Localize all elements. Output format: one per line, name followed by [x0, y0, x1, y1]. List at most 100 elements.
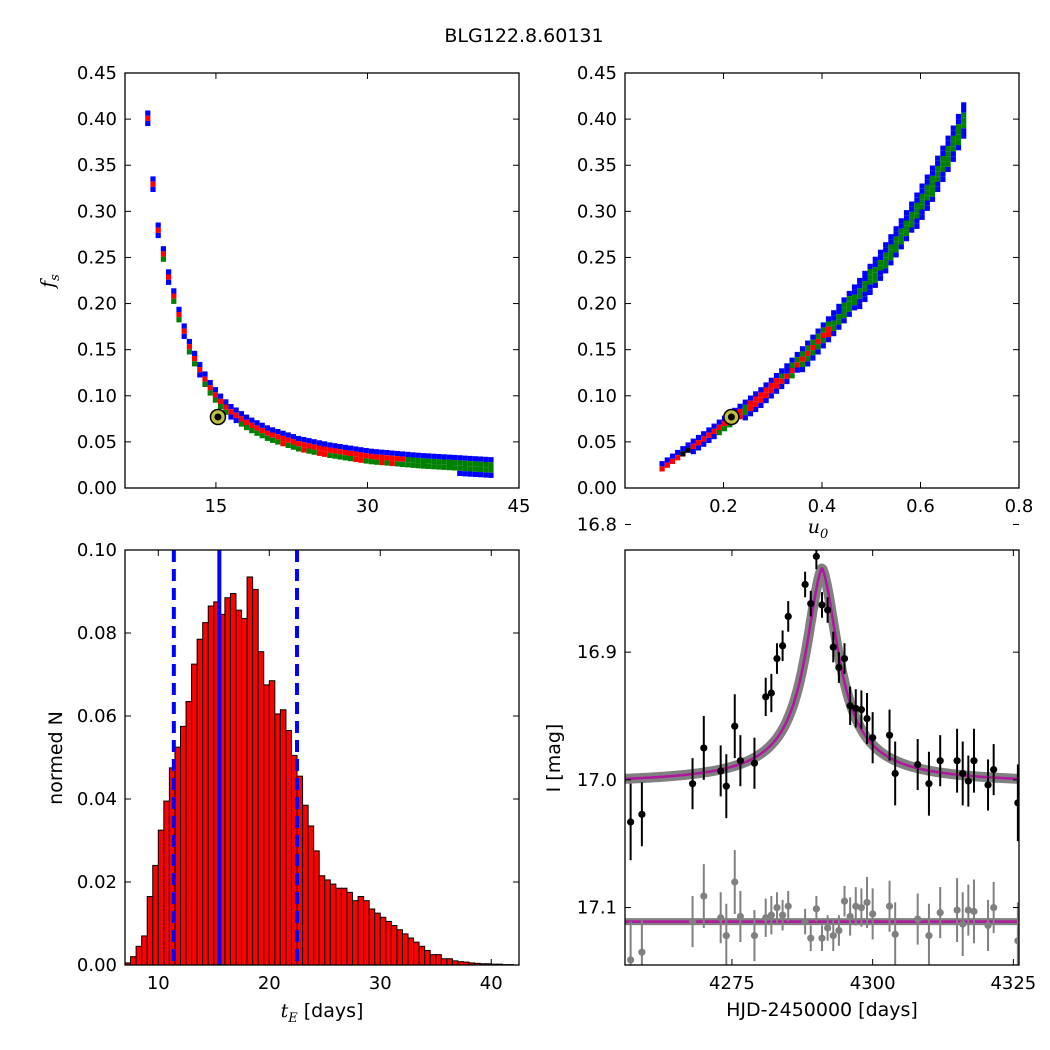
p1-cell: [452, 460, 458, 466]
p2-cell: [924, 190, 930, 196]
residual-point: [779, 911, 787, 919]
p2-cell: [664, 457, 670, 463]
p2-cell: [706, 432, 712, 438]
p2-cell: [836, 314, 842, 320]
residual-point: [801, 917, 809, 926]
p1-cell: [270, 427, 276, 433]
p2-cell: [789, 373, 795, 379]
p2-cell: [872, 272, 878, 278]
p1-cell: [332, 448, 338, 454]
p3-ytick-label: 0.04: [77, 789, 117, 810]
histogram-bar: [285, 730, 292, 966]
p2-ytick-label: 0.30: [577, 201, 617, 222]
data-point: [925, 780, 933, 788]
residual-point: [807, 934, 815, 942]
p3-xlabel: tE [days]: [281, 1000, 364, 1026]
p1-cell: [431, 464, 437, 470]
p2-cell: [815, 344, 821, 350]
p1-cell: [212, 397, 218, 403]
p2-cell: [935, 181, 941, 187]
p2-cell: [857, 283, 863, 289]
residual-point: [891, 930, 899, 938]
p2-cell: [799, 361, 806, 367]
p2-cell: [779, 378, 785, 384]
p1-ytick-label: 0.10: [77, 386, 117, 407]
p1-cell: [244, 419, 250, 425]
histogram-bar: [141, 935, 148, 966]
p2-cell: [784, 378, 790, 385]
histogram-bar: [368, 908, 376, 966]
p1-cell: [264, 425, 270, 431]
p1-cell: [301, 437, 307, 443]
p2-cell: [955, 124, 962, 130]
p1-cell: [478, 456, 484, 462]
p1-cell: [467, 466, 473, 472]
p2-cell: [909, 201, 915, 207]
residual-point: [840, 897, 849, 905]
p1-cell: [358, 452, 364, 458]
p1-cell: [374, 449, 380, 455]
p2-cell: [851, 294, 858, 300]
data-point: [1014, 799, 1019, 807]
histogram-bar: [363, 900, 370, 966]
p2-cell: [929, 170, 936, 176]
data-point: [936, 757, 944, 765]
p1-cell: [207, 380, 213, 386]
p2-cell: [768, 382, 774, 389]
p2-cell: [747, 395, 754, 401]
data-point: [891, 769, 899, 778]
data-point: [722, 782, 730, 790]
p2-cell: [893, 241, 899, 247]
data-point: [840, 654, 849, 663]
p4-xtick-label: 4275: [709, 973, 755, 994]
p2-cell: [903, 215, 910, 221]
p2-cell: [940, 171, 946, 177]
p1-ytick-label: 0.35: [77, 155, 117, 176]
data-point: [914, 760, 922, 769]
residual-point: [731, 878, 739, 886]
p2-cell: [914, 213, 920, 219]
p1-cell: [348, 445, 354, 451]
p1-cell: [254, 425, 260, 431]
p1-cell: [410, 462, 416, 468]
residual-point: [857, 903, 866, 912]
residual-point: [773, 903, 781, 912]
p1-cell: [212, 392, 218, 398]
data-point: [773, 654, 781, 663]
p2-cell: [851, 305, 858, 311]
p2-cell: [779, 373, 785, 379]
p2-cell: [888, 234, 894, 240]
p1-cell: [327, 442, 333, 448]
p2-cell: [961, 123, 967, 129]
p2-ytick-label: 0.10: [577, 386, 617, 407]
p2-cell: [950, 135, 956, 142]
p2-cell: [825, 321, 832, 327]
p2-cell: [773, 378, 780, 384]
p1-cell: [488, 457, 494, 463]
p2-cell: [836, 319, 842, 325]
p4-ytick-label: 17.0: [577, 770, 617, 791]
p1-cell: [316, 450, 322, 456]
panel-light-curve: 4275 4300 4325 16.8 16.9 17.0 17.1 I [mag] HJD…: [543, 514, 1036, 1021]
p2-cell: [685, 442, 691, 448]
histogram-bar: [340, 887, 348, 966]
p2-cell: [846, 311, 852, 317]
p2-xtick-label: 0.8: [1005, 496, 1034, 517]
p1-best-fit-dot: [214, 413, 222, 421]
data-point: [818, 601, 826, 609]
p4-ylabel: I [mag]: [543, 724, 565, 793]
p1-cell: [275, 439, 281, 445]
data-point: [846, 702, 854, 710]
p2-cell: [810, 334, 816, 340]
p2-cell: [877, 254, 884, 261]
p2-cell: [675, 449, 681, 456]
p1-cell: [332, 453, 338, 459]
p2-cell: [701, 436, 707, 442]
histogram-bar: [179, 725, 187, 966]
p2-cell: [773, 388, 780, 394]
data-point: [801, 580, 809, 589]
p2-cell: [929, 196, 936, 202]
p1-cell: [150, 181, 156, 187]
p1-xtick-label: 45: [508, 496, 531, 517]
